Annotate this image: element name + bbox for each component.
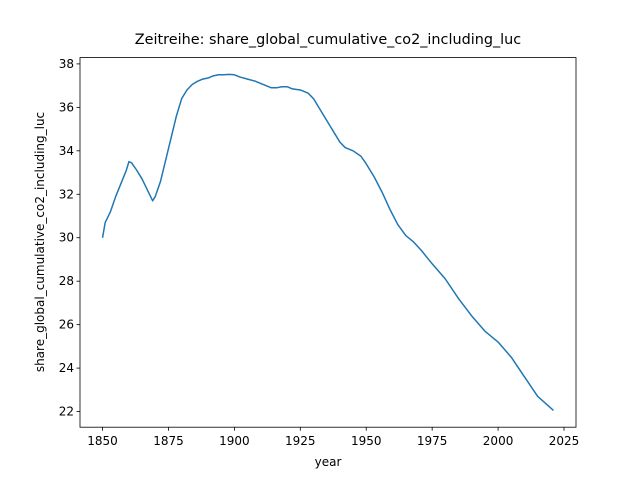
x-tick-label: 1925 [285, 434, 316, 448]
chart-title: Zeitreihe: share_global_cumulative_co2_i… [135, 32, 521, 48]
x-tick-label: 1950 [351, 434, 382, 448]
y-tick-label: 22 [59, 405, 74, 419]
y-tick-label: 30 [59, 231, 74, 245]
x-tick-label: 1900 [219, 434, 250, 448]
x-tick-label: 2025 [549, 434, 580, 448]
x-tick-label: 2000 [483, 434, 514, 448]
y-tick-label: 32 [59, 187, 74, 201]
y-tick-label: 36 [59, 100, 74, 114]
x-tick-label: 1875 [153, 434, 184, 448]
data-line [101, 73, 554, 412]
y-tick-label: 38 [59, 57, 74, 71]
x-axis-label: year [315, 455, 342, 469]
y-tick-label: 24 [59, 361, 74, 375]
y-axis-label: share_global_cumulative_co2_including_lu… [33, 112, 47, 372]
y-tick-label: 28 [59, 274, 74, 288]
x-tick-label: 1850 [87, 434, 118, 448]
plot-frame [79, 57, 577, 428]
y-tick-label: 34 [59, 144, 74, 158]
y-tick-label: 26 [59, 318, 74, 332]
x-tick-label: 1975 [417, 434, 448, 448]
